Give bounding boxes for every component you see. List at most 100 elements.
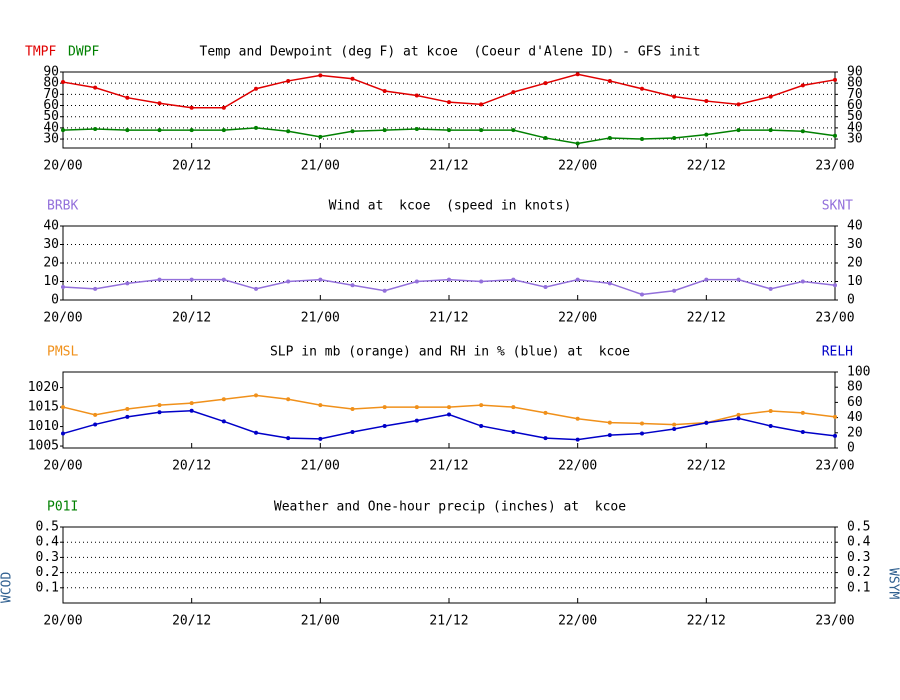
- point: [318, 277, 323, 282]
- point: [800, 83, 805, 88]
- y-tick-label: 60: [43, 98, 59, 113]
- point: [640, 431, 644, 436]
- y2-tick-label: 0: [847, 441, 855, 456]
- point: [382, 423, 387, 428]
- point: [414, 279, 419, 284]
- point: [61, 80, 65, 85]
- point: [704, 99, 709, 104]
- chart-title: SLP in mb (orange) and RH in % (blue) at…: [270, 345, 630, 360]
- legend-label: TMPF: [25, 45, 56, 60]
- y2-tick-label: 40: [847, 219, 863, 234]
- point: [286, 78, 291, 83]
- point: [318, 403, 323, 408]
- point: [350, 430, 355, 435]
- point: [157, 403, 162, 408]
- point: [93, 127, 98, 131]
- point: [157, 410, 162, 415]
- point: [414, 93, 419, 98]
- plot-frame: [62, 71, 836, 149]
- point: [350, 407, 355, 412]
- point: [125, 407, 130, 412]
- y2-tick-label: 60: [847, 98, 863, 113]
- point: [125, 281, 130, 286]
- point: [479, 102, 484, 107]
- y2-tick-label: 0: [847, 293, 855, 308]
- legend-label: RELH: [822, 345, 853, 360]
- y-tick-label: 0.5: [36, 520, 59, 535]
- point: [93, 412, 98, 417]
- point: [189, 128, 194, 133]
- point: [221, 397, 226, 402]
- point: [254, 125, 258, 130]
- point: [833, 77, 837, 82]
- x-tick-label: 23/00: [815, 614, 854, 629]
- point: [704, 277, 709, 282]
- point: [414, 418, 419, 423]
- point: [189, 105, 194, 110]
- y-tick-label: 40: [43, 219, 59, 234]
- point: [800, 430, 805, 435]
- point: [93, 85, 98, 90]
- chart-title: Weather and One-hour precip (inches) at …: [274, 500, 626, 515]
- series-line: [62, 394, 836, 426]
- y-tick-label: 0.3: [36, 550, 59, 565]
- x-tick-label: 20/00: [43, 311, 82, 326]
- axis-label: WCOD: [0, 572, 15, 603]
- point: [640, 137, 644, 142]
- x-tick-label: 22/12: [687, 614, 726, 629]
- point: [382, 128, 387, 133]
- x-tick-label: 22/12: [687, 459, 726, 474]
- y-tick-label: 1005: [28, 439, 59, 454]
- point: [575, 141, 580, 146]
- y-tick-label: 40: [43, 120, 59, 135]
- point: [640, 86, 644, 91]
- x-tick-label: 22/00: [558, 311, 597, 326]
- point: [768, 286, 773, 291]
- point: [511, 430, 516, 435]
- x-tick-label: 20/12: [172, 614, 211, 629]
- point: [447, 412, 451, 417]
- point: [254, 393, 258, 398]
- y-tick-label: 30: [43, 237, 59, 252]
- y2-tick-label: 80: [847, 380, 863, 395]
- point: [575, 437, 580, 442]
- legend-label: DWPF: [68, 45, 99, 60]
- y-tick-label: 30: [43, 132, 59, 147]
- point: [640, 421, 644, 426]
- point: [93, 286, 98, 291]
- point: [833, 283, 837, 288]
- x-tick-label: 23/00: [815, 459, 854, 474]
- point: [543, 410, 548, 415]
- y-tick-label: 20: [43, 256, 59, 271]
- point: [61, 405, 65, 410]
- point: [800, 129, 805, 134]
- point: [768, 128, 773, 133]
- y2-tick-label: 60: [847, 395, 863, 410]
- x-tick-label: 22/00: [558, 614, 597, 629]
- point: [511, 405, 516, 410]
- axis-label: WSYM: [886, 568, 900, 599]
- x-tick-label: 21/00: [301, 614, 340, 629]
- point: [833, 433, 837, 438]
- y2-tick-label: 100: [847, 365, 870, 380]
- point: [286, 436, 291, 441]
- y2-tick-label: 0.1: [847, 580, 870, 595]
- y-tick-label: 0: [51, 293, 59, 308]
- point: [254, 86, 258, 91]
- x-tick-label: 21/12: [429, 614, 468, 629]
- point: [736, 416, 741, 421]
- point: [221, 419, 226, 424]
- chart-title: Wind at kcoe (speed in knots): [329, 199, 572, 214]
- point: [61, 285, 65, 290]
- point: [575, 416, 580, 421]
- point: [768, 94, 773, 99]
- point: [833, 133, 837, 138]
- point: [736, 412, 741, 417]
- y2-tick-label: 80: [847, 76, 863, 91]
- point: [833, 414, 837, 419]
- point: [607, 281, 612, 286]
- point: [350, 129, 355, 134]
- x-tick-label: 20/00: [43, 614, 82, 629]
- y2-tick-label: 20: [847, 425, 863, 440]
- x-tick-label: 20/12: [172, 159, 211, 174]
